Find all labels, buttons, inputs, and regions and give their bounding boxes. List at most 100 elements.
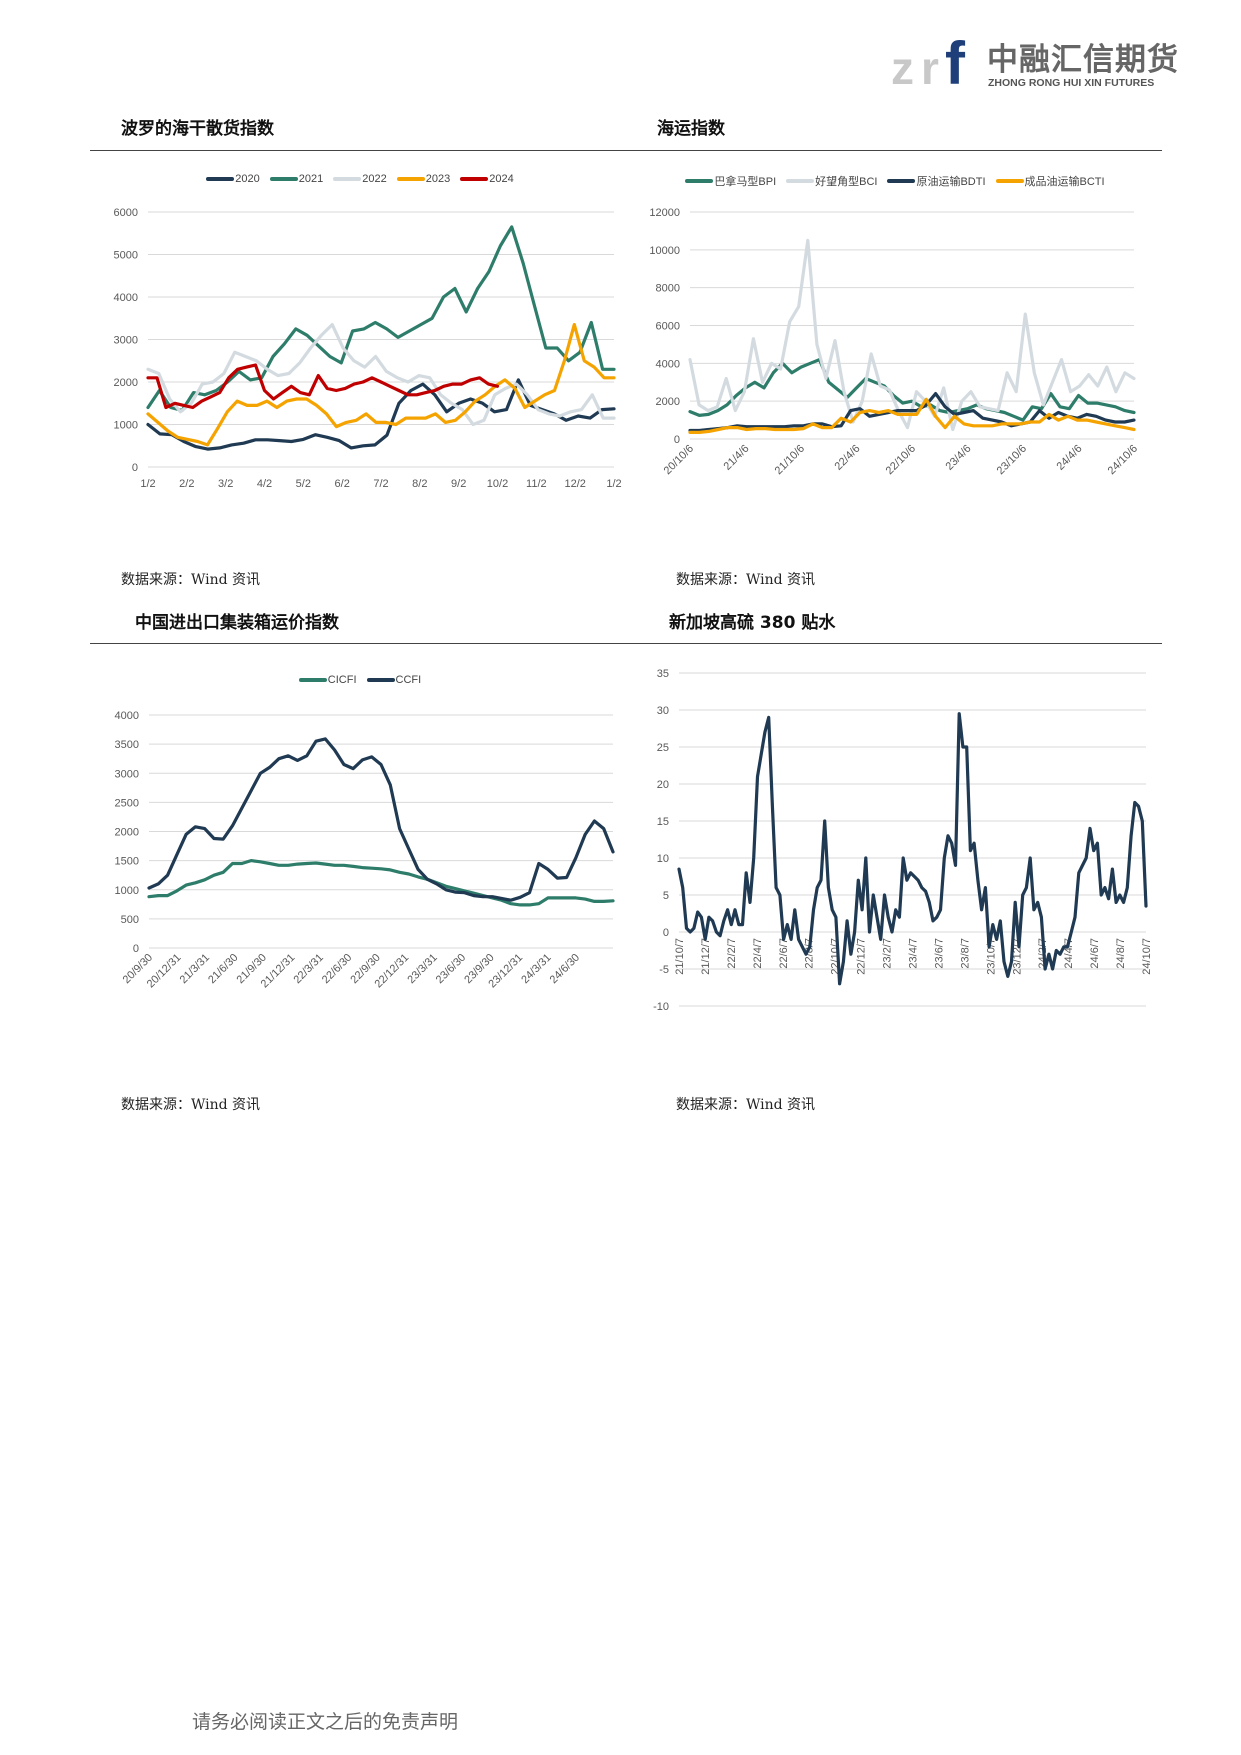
chart-legend: CICFI CCFI (90, 674, 630, 686)
chart-legend: 2020 2021 2022 2023 2024 (90, 173, 630, 185)
y-tick-label: 1000 (115, 885, 139, 897)
y-tick-label: 5 (663, 890, 669, 902)
legend-swatch (685, 179, 714, 183)
x-tick-label: 23/2/7 (882, 938, 894, 969)
x-tick-label: 1/2 (606, 478, 621, 490)
x-tick-label: 24/10/7 (1141, 938, 1153, 975)
legend-item: 巴拿马型BPI (685, 173, 776, 189)
x-tick-label: 22/4/7 (752, 938, 764, 969)
series-line-CCFI (147, 737, 615, 902)
section-title-bdi: 波罗的海干散货指数 (121, 119, 274, 139)
y-tick-label: 35 (657, 668, 669, 680)
x-tick-label: 12/2 (564, 478, 585, 490)
x-tick-label: 3/2 (218, 478, 233, 490)
y-tick-label: 1000 (114, 420, 138, 432)
logo-chinese-name: 中融汇信期货 (987, 42, 1179, 78)
x-tick-label: 5/2 (296, 478, 311, 490)
legend-swatch (887, 179, 916, 183)
legend-label: 2022 (362, 173, 387, 185)
series-line-2022 (146, 323, 616, 427)
series-line-2023 (146, 323, 616, 447)
x-tick-label: 24/8/7 (1115, 938, 1127, 969)
svg-text:z: z (891, 42, 914, 94)
legend-swatch (460, 177, 489, 181)
divider (90, 643, 1162, 644)
x-tick-label: 22/2/7 (726, 938, 738, 969)
chart-svg: 0 2000 4000 6000 8000 10000 12000 20/10/6 21/4/6… (649, 207, 1140, 477)
legend-swatch (206, 177, 235, 181)
y-tick-label: -10 (653, 1001, 669, 1013)
bdi-chart: 0 1000 2000 3000 4000 5000 6000 1/2 2/2 3/2 4/2 5/2… (90, 165, 630, 505)
y-tick-label: 4000 (114, 292, 138, 304)
container-freight-chart: 0 500 1000 1500 2000 2500 3000 3500 4000 20/9/30 2… (90, 665, 630, 1025)
x-tick-label: 23/6/7 (933, 938, 945, 969)
legend-item: CCFI (366, 674, 421, 686)
legend-swatch (995, 179, 1024, 183)
y-tick-label: 3000 (115, 768, 139, 780)
y-tick-label: 10 (657, 853, 669, 865)
source-note: 数据来源：Wind 资讯 (676, 572, 816, 588)
y-tick-label: 12000 (649, 207, 680, 219)
series-line-2024 (146, 363, 500, 410)
legend-label: 好望角型BCI (815, 176, 878, 188)
x-tick-label: 24/6/30 (548, 952, 582, 986)
zrf-logo-mark: z r f (891, 30, 966, 97)
y-tick-label: 0 (663, 927, 669, 939)
y-tick-label: 5000 (114, 250, 138, 262)
series-line-CICFI (147, 859, 615, 907)
series-line-原油运输BDTI (688, 392, 1136, 433)
section-title-container-freight: 中国进出口集装箱运价指数 (135, 613, 339, 633)
shipping-index-chart: 0 2000 4000 6000 8000 10000 12000 20/10/6 21/4/6… (630, 165, 1160, 505)
hsfo-premium-chart: -10 -5 0 5 10 15 20 25 30 35 21/10/7 21/12/7 22/2/7 2… (630, 665, 1160, 1025)
legend-label: 2024 (489, 173, 514, 185)
legend-label: 成品油运输BCTI (1024, 176, 1105, 188)
y-tick-label: 0 (674, 434, 680, 446)
legend-swatch (396, 177, 425, 181)
legend-swatch (298, 678, 327, 682)
chart-svg: 0500100015002000250030003500400020/9/302… (115, 710, 615, 990)
x-tick-label: 22/6/7 (778, 938, 790, 969)
x-tick-label: 21/3/31 (178, 952, 212, 986)
company-logo: z r f 中融汇信期货 ZHONG RONG HUI XIN FUTURES (891, 30, 1178, 97)
y-tick-label: 20 (657, 779, 669, 791)
svg-text:r: r (921, 42, 939, 94)
y-tick-label: 15 (657, 816, 669, 828)
x-tick-label: 7/2 (373, 478, 388, 490)
x-tick-label: 23/6/30 (434, 952, 468, 986)
x-tick-label: 23/10/7 (985, 938, 997, 975)
legend-item: 2023 (396, 173, 450, 185)
chart-svg: 0 1000 2000 3000 4000 5000 6000 1/2 2/2 3/2 4/2 5/2… (114, 207, 622, 490)
x-tick-label: 21/10/6 (773, 443, 807, 477)
x-tick-label: 10/2 (487, 478, 508, 490)
series-line-巴拿马型BPI (688, 358, 1136, 422)
y-tick-label: 25 (657, 742, 669, 754)
x-tick-label: 9/2 (451, 478, 466, 490)
x-tick-label: 4/2 (257, 478, 272, 490)
x-tick-label: 23/3/31 (405, 952, 439, 986)
y-tick-label: 30 (657, 705, 669, 717)
y-tick-label: 6000 (656, 321, 680, 333)
chart-legend: 巴拿马型BPI 好望角型BCI 原油运输BDTI 成品油运输BCTI (630, 173, 1160, 189)
legend-item: 2021 (269, 173, 324, 185)
y-tick-label: 2000 (114, 377, 138, 389)
legend-swatch (366, 678, 395, 682)
y-tick-label: 10000 (649, 245, 680, 257)
x-tick-label: 11/2 (526, 478, 547, 490)
legend-item: 2024 (460, 173, 514, 185)
x-tick-label: 6/2 (335, 478, 350, 490)
y-tick-label: 2500 (115, 797, 139, 809)
legend-label: 2021 (298, 173, 324, 185)
legend-item: 2022 (333, 173, 387, 185)
x-tick-label: 21/10/7 (674, 938, 686, 975)
section-title-singapore-hsfo: 新加坡高硫 380 贴水 (669, 613, 836, 633)
legend-item: 原油运输BDTI (887, 173, 986, 189)
x-tick-label: 22/8/7 (804, 938, 816, 969)
legend-item: 2020 (206, 173, 260, 185)
legend-label: 巴拿马型BPI (714, 176, 777, 188)
x-tick-label: 22/10/6 (884, 443, 918, 477)
disclaimer-footer: 请务必阅读正文之后的免责声明 (192, 1711, 459, 1733)
source-note: 数据来源：Wind 资讯 (121, 572, 261, 588)
x-tick-label: 21/6/30 (206, 952, 240, 986)
x-tick-label: 1/2 (140, 478, 155, 490)
x-tick-label: 2/2 (179, 478, 194, 490)
